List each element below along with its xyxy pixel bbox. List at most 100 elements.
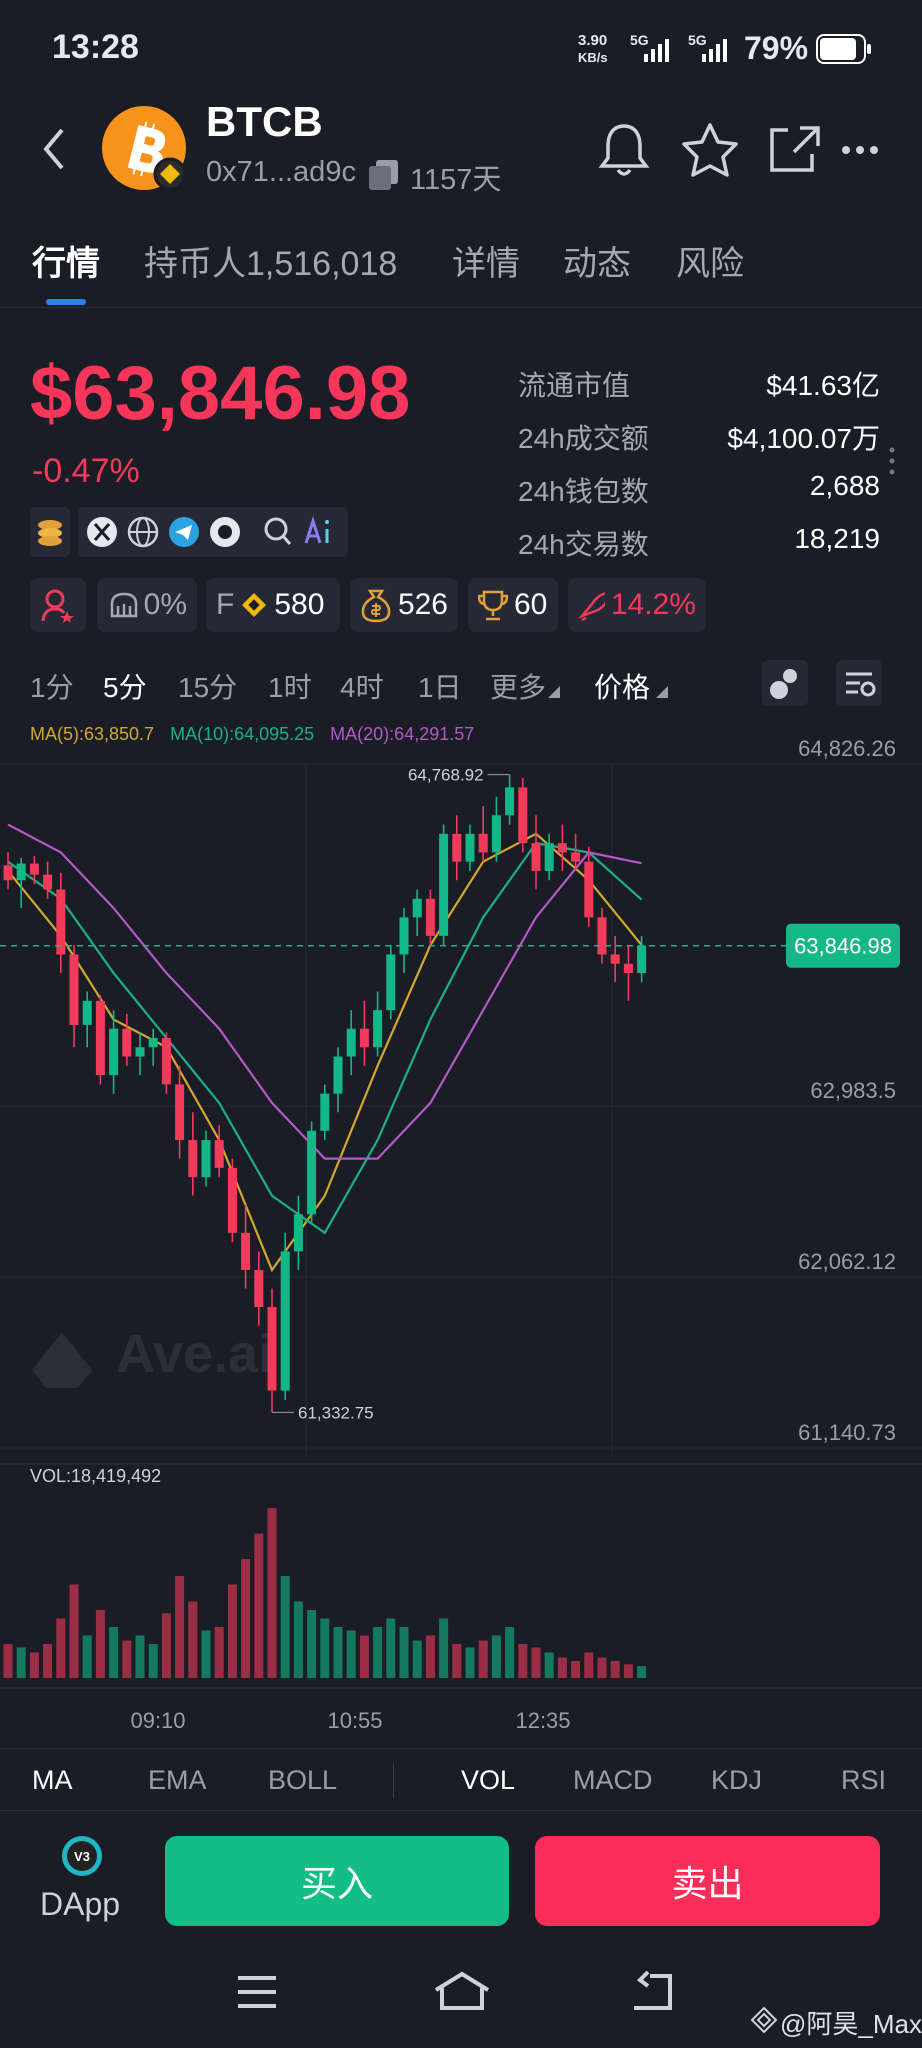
- badge-text: 526: [397, 588, 448, 621]
- volume-bar: [584, 1652, 594, 1678]
- y-tick-label: 61,140.73: [798, 1420, 896, 1445]
- current-price-box: [786, 923, 900, 968]
- candle-body: [254, 1269, 264, 1308]
- candle-body: [280, 1251, 290, 1391]
- candle-body: [623, 963, 633, 974]
- y-tick-label: 62,062.12: [798, 1249, 896, 1274]
- battery-level: 79%: [744, 30, 809, 66]
- volume-bar: [3, 1644, 13, 1678]
- volume-bar: [610, 1661, 620, 1678]
- watermark: @阿昊_Max: [780, 2009, 922, 2039]
- volume-bar: [69, 1584, 79, 1678]
- candle-body: [597, 917, 607, 955]
- candle-body: [452, 833, 462, 862]
- timeframe[interactable]: 15分: [178, 672, 238, 703]
- buy-button[interactable]: 买入: [165, 1836, 509, 1926]
- stat-label: 24h成交额: [518, 423, 649, 454]
- stat-value: $41.63亿: [766, 370, 880, 401]
- candle-body: [571, 852, 581, 862]
- nav-bar[interactable]: [230, 1968, 690, 2018]
- indicator-tab[interactable]: KDJ: [711, 1765, 763, 1795]
- divider: [0, 1748, 922, 1749]
- candlestick-chart: MA(5):63,850.7 MA(10):64,095.25 MA(20):64,…: [0, 724, 922, 1733]
- stat-label: 24h钱包数: [518, 476, 649, 507]
- x-tick-label: 09:10: [130, 1708, 185, 1733]
- volume-bar: [320, 1618, 330, 1678]
- tab[interactable]: 持币人1,516,018: [144, 245, 398, 283]
- badge: F 580: [206, 578, 340, 632]
- candle-body: [82, 1000, 92, 1025]
- divider: [0, 1810, 922, 1811]
- social-links[interactable]: [30, 507, 350, 557]
- network: 5G: [688, 32, 707, 48]
- timeframe[interactable]: 1日: [418, 672, 462, 703]
- token-address: 0x71...ad9c: [206, 156, 356, 188]
- badge: [30, 578, 86, 632]
- min-marker-label: 61,332.75: [298, 1403, 374, 1422]
- volume-bar: [267, 1508, 277, 1678]
- candle-body: [122, 1028, 132, 1057]
- timeframe-more[interactable]: 更多: [490, 672, 547, 703]
- candle-body: [557, 843, 567, 853]
- stat-label: 24h交易数: [518, 529, 649, 560]
- net-speed: 3.90: [578, 32, 608, 49]
- back-button[interactable]: [36, 124, 72, 174]
- watermark-icon: [750, 2006, 778, 2034]
- volume-bar: [623, 1664, 633, 1678]
- indicator-tab[interactable]: MACD: [573, 1765, 653, 1795]
- volume-bar: [333, 1627, 343, 1678]
- indicator-tab[interactable]: VOL: [461, 1765, 516, 1795]
- ma-legend: MA(10):64,095.25: [170, 724, 314, 744]
- volume-bar: [227, 1584, 237, 1678]
- volume-bar: [109, 1627, 119, 1678]
- candle-body: [227, 1167, 237, 1233]
- badge-text: 0%: [143, 588, 187, 621]
- indicator-tab[interactable]: BOLL: [268, 1765, 338, 1795]
- x-tick-label: 12:35: [515, 1708, 570, 1733]
- dapp-label[interactable]: DApp: [40, 1886, 121, 1922]
- volume-bar: [386, 1618, 396, 1678]
- timeframe[interactable]: 4时: [340, 672, 384, 703]
- y-tick-label: 64,826.26: [798, 736, 896, 761]
- signal-icons: [644, 39, 727, 62]
- volume-bar: [135, 1635, 145, 1678]
- indicator-tab[interactable]: RSI: [841, 1765, 887, 1795]
- candle-body: [465, 833, 475, 862]
- chart-tools[interactable]: [762, 660, 884, 708]
- tab[interactable]: 行情: [32, 245, 100, 283]
- tab[interactable]: 动态: [563, 245, 631, 283]
- x-tick-label: 10:55: [327, 1708, 382, 1733]
- dropdown-arrow: [656, 686, 668, 698]
- volume-bar: [188, 1601, 198, 1678]
- indicator-tab[interactable]: MA: [32, 1765, 73, 1795]
- sell-button[interactable]: 卖出: [535, 1836, 880, 1926]
- timeframe[interactable]: 1分: [30, 672, 74, 703]
- volume-bar: [346, 1630, 356, 1678]
- dapp-badge: V3: [67, 1841, 97, 1871]
- candle-body: [307, 1130, 317, 1215]
- tab[interactable]: 风险: [676, 245, 744, 283]
- copy-icon[interactable]: [366, 158, 402, 192]
- dapp-icon[interactable]: V3: [62, 1836, 102, 1876]
- watermark-logo: [32, 1332, 92, 1388]
- dropdown-arrow: [548, 686, 560, 698]
- candle-body: [584, 861, 594, 918]
- price-mode[interactable]: 价格: [594, 672, 651, 703]
- timeframe[interactable]: 1时: [268, 672, 312, 703]
- volume-bar: [16, 1647, 26, 1678]
- net-speed-unit: KB/s: [578, 50, 608, 65]
- more-dots[interactable]: [886, 446, 898, 476]
- timeframe[interactable]: 5分: [103, 672, 147, 703]
- candle-body: [544, 843, 554, 871]
- token-logo: [102, 106, 187, 191]
- indicator-tab[interactable]: EMA: [148, 1765, 207, 1795]
- badge: 14.2%: [568, 578, 706, 632]
- tab[interactable]: 详情: [452, 245, 520, 283]
- token-symbol: BTCB: [206, 98, 323, 145]
- candle-body: [175, 1084, 185, 1141]
- volume-bar: [439, 1618, 449, 1678]
- header-actions[interactable]: [596, 120, 886, 178]
- volume-bar: [175, 1576, 185, 1678]
- volume-bar: [148, 1644, 158, 1678]
- candle-body: [386, 954, 396, 1011]
